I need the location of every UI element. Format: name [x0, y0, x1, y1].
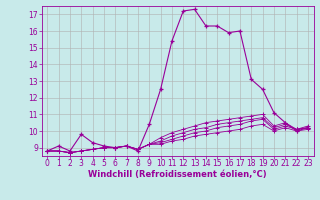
X-axis label: Windchill (Refroidissement éolien,°C): Windchill (Refroidissement éolien,°C): [88, 170, 267, 179]
